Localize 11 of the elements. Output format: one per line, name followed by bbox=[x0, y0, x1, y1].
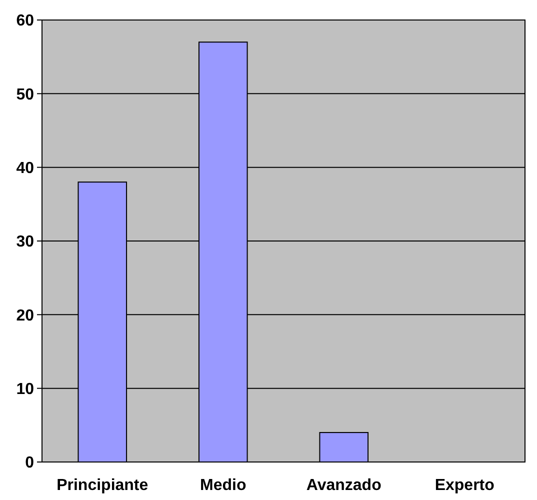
y-tick-label: 60 bbox=[16, 12, 34, 30]
y-tick-label: 50 bbox=[16, 86, 34, 104]
x-tick-label: Medio bbox=[200, 477, 246, 494]
y-tick-label: 10 bbox=[16, 380, 34, 398]
y-tick-label: 20 bbox=[16, 307, 34, 324]
x-tick-label: Experto bbox=[434, 477, 495, 494]
x-tick-label: Avanzado bbox=[306, 477, 382, 494]
y-tick-label: 30 bbox=[16, 234, 34, 251]
y-tick-label: 0 bbox=[25, 454, 34, 472]
x-tick-label: Principiante bbox=[56, 477, 148, 494]
y-tick-label: 40 bbox=[16, 160, 34, 177]
